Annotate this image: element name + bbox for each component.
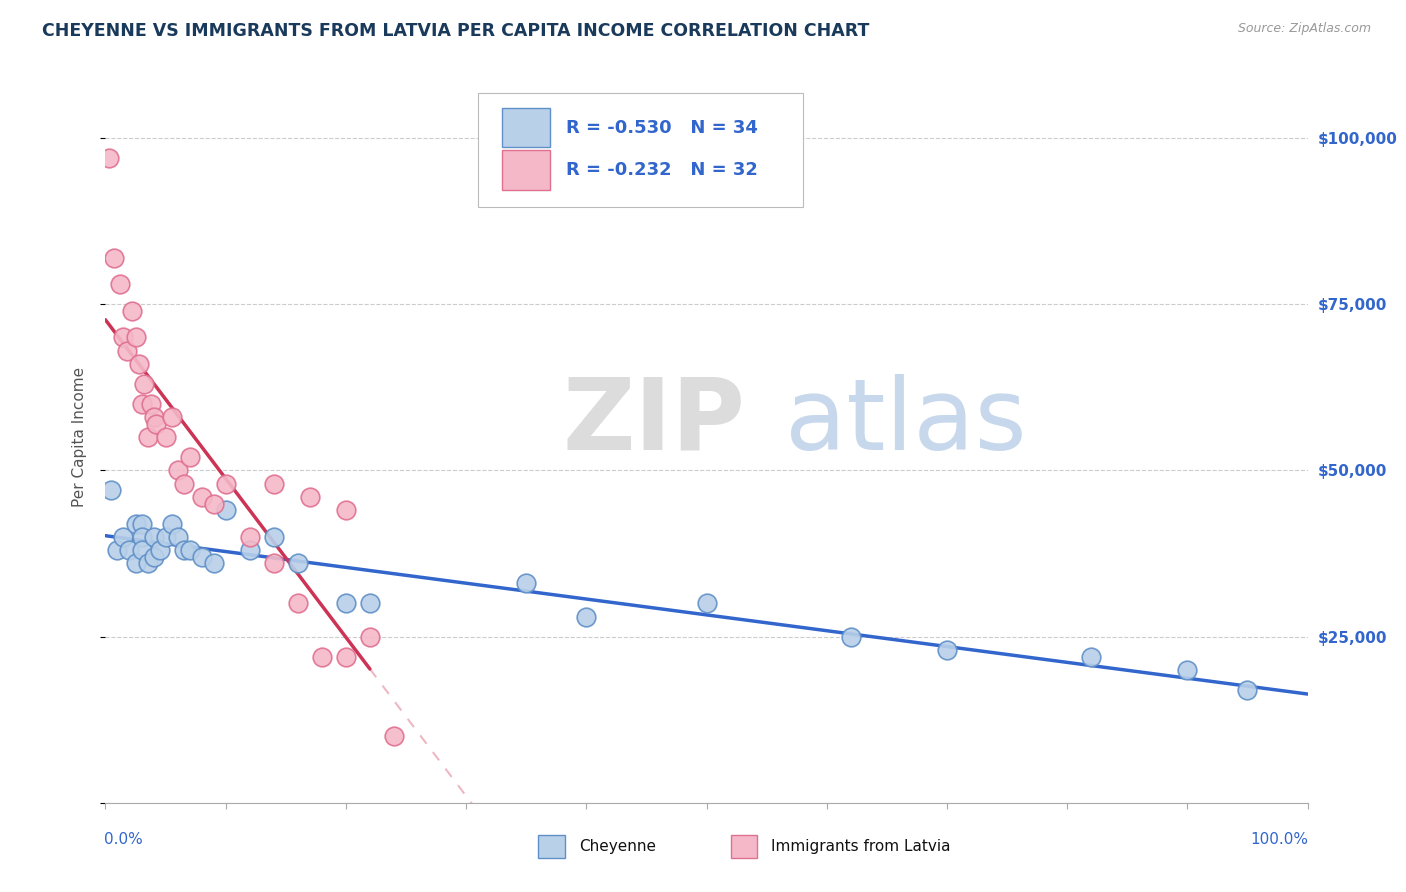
- Point: [239, 530, 262, 544]
- Point: [166, 530, 188, 544]
- Point: [298, 490, 321, 504]
- Point: [179, 543, 201, 558]
- Point: [121, 303, 143, 318]
- Point: [115, 343, 138, 358]
- Text: Source: ZipAtlas.com: Source: ZipAtlas.com: [1237, 22, 1371, 36]
- Y-axis label: Per Capita Income: Per Capita Income: [72, 367, 87, 508]
- Point: [287, 596, 309, 610]
- Point: [1080, 649, 1102, 664]
- Point: [287, 557, 309, 571]
- FancyBboxPatch shape: [502, 108, 550, 147]
- Point: [263, 557, 285, 571]
- Point: [382, 729, 405, 743]
- Point: [103, 251, 125, 265]
- Point: [124, 516, 146, 531]
- Point: [132, 376, 155, 391]
- Point: [142, 530, 165, 544]
- Point: [131, 543, 153, 558]
- Point: [239, 543, 262, 558]
- Point: [515, 576, 537, 591]
- Point: [160, 410, 183, 425]
- Point: [263, 476, 285, 491]
- Point: [107, 543, 129, 558]
- Text: Cheyenne: Cheyenne: [579, 839, 657, 855]
- Point: [335, 596, 357, 610]
- Point: [190, 490, 212, 504]
- Point: [359, 630, 381, 644]
- Point: [145, 417, 167, 431]
- Point: [108, 277, 131, 292]
- Point: [179, 450, 201, 464]
- Point: [1236, 682, 1258, 697]
- Point: [100, 483, 122, 498]
- Point: [335, 503, 357, 517]
- Point: [98, 151, 121, 165]
- Point: [155, 430, 177, 444]
- Point: [118, 543, 141, 558]
- Point: [139, 397, 162, 411]
- FancyBboxPatch shape: [478, 94, 803, 207]
- Point: [190, 549, 212, 564]
- Point: [359, 596, 381, 610]
- Point: [1175, 663, 1198, 677]
- FancyBboxPatch shape: [731, 835, 756, 858]
- Point: [311, 649, 333, 664]
- Text: R = -0.232   N = 32: R = -0.232 N = 32: [565, 161, 758, 179]
- Point: [335, 649, 357, 664]
- Text: 0.0%: 0.0%: [104, 832, 143, 847]
- Point: [112, 330, 135, 344]
- Text: Immigrants from Latvia: Immigrants from Latvia: [772, 839, 950, 855]
- Point: [936, 643, 959, 657]
- Point: [160, 516, 183, 531]
- Point: [696, 596, 718, 610]
- FancyBboxPatch shape: [502, 151, 550, 190]
- Point: [128, 357, 150, 371]
- Point: [173, 543, 195, 558]
- Point: [131, 397, 153, 411]
- Point: [155, 530, 177, 544]
- Text: CHEYENNE VS IMMIGRANTS FROM LATVIA PER CAPITA INCOME CORRELATION CHART: CHEYENNE VS IMMIGRANTS FROM LATVIA PER C…: [42, 22, 869, 40]
- Point: [166, 463, 188, 477]
- Text: 100.0%: 100.0%: [1251, 832, 1309, 847]
- Point: [839, 630, 862, 644]
- Point: [131, 516, 153, 531]
- Point: [575, 609, 598, 624]
- Point: [148, 543, 170, 558]
- Point: [173, 476, 195, 491]
- Text: R = -0.530   N = 34: R = -0.530 N = 34: [565, 119, 758, 136]
- Point: [142, 410, 165, 425]
- Text: ZIP: ZIP: [562, 374, 745, 471]
- Point: [112, 530, 135, 544]
- Point: [202, 497, 225, 511]
- Point: [136, 557, 159, 571]
- Point: [142, 549, 165, 564]
- Point: [214, 503, 236, 517]
- Point: [131, 530, 153, 544]
- FancyBboxPatch shape: [538, 835, 565, 858]
- Point: [124, 330, 146, 344]
- Point: [202, 557, 225, 571]
- Text: atlas: atlas: [785, 374, 1026, 471]
- Point: [214, 476, 236, 491]
- Point: [124, 557, 146, 571]
- Point: [136, 430, 159, 444]
- Point: [263, 530, 285, 544]
